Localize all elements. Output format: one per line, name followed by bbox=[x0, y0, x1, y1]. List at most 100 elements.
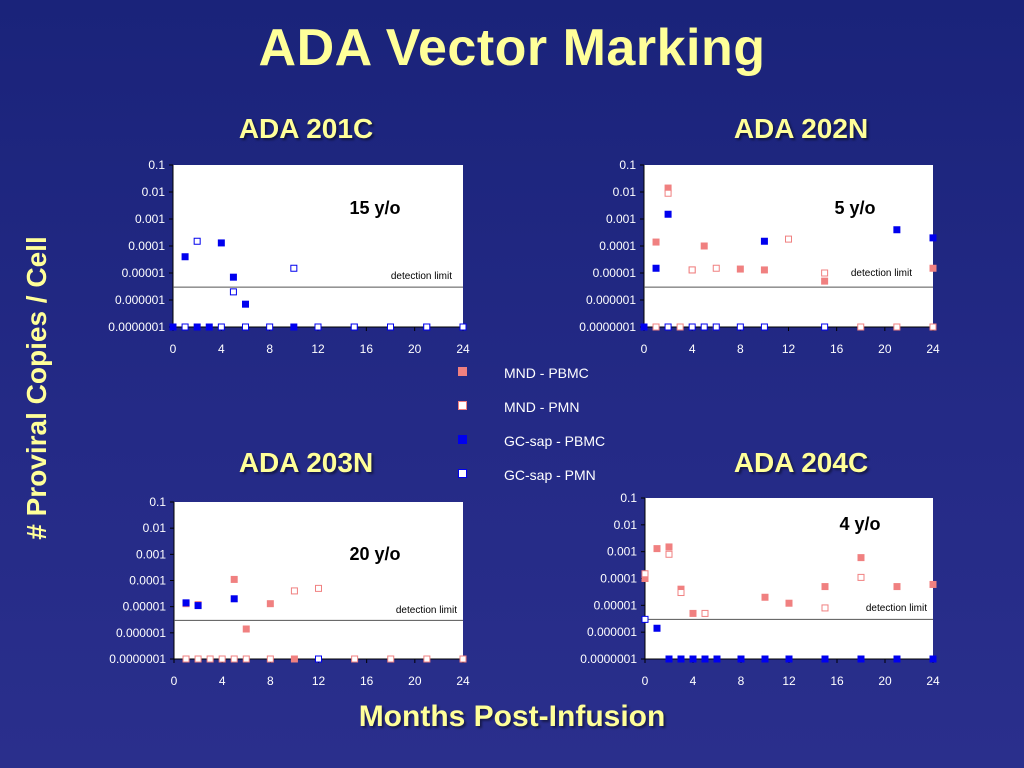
data-point bbox=[689, 609, 697, 617]
data-point bbox=[712, 264, 720, 272]
y-tick-label: 0.01 bbox=[142, 185, 166, 199]
data-point bbox=[423, 655, 431, 663]
legend-marker-gc-sap-pmn bbox=[458, 469, 467, 478]
x-tick-label: 8 bbox=[737, 342, 744, 356]
x-tick-label: 8 bbox=[267, 674, 274, 688]
data-point bbox=[785, 655, 793, 663]
data-point bbox=[351, 655, 359, 663]
data-point bbox=[785, 599, 793, 607]
y-tick-label: 0.001 bbox=[135, 212, 165, 226]
data-point bbox=[857, 554, 865, 562]
data-point bbox=[266, 655, 274, 663]
data-point bbox=[242, 655, 250, 663]
x-tick-label: 24 bbox=[456, 342, 470, 356]
x-tick-label: 0 bbox=[171, 674, 178, 688]
y-tick-label: 0.0001 bbox=[600, 572, 637, 586]
data-point bbox=[181, 253, 189, 261]
x-tick-label: 20 bbox=[878, 342, 892, 356]
data-point bbox=[700, 323, 708, 331]
data-point bbox=[206, 655, 214, 663]
legend-label: GC-sap - PBMC bbox=[504, 433, 606, 449]
data-point bbox=[821, 655, 829, 663]
data-point bbox=[182, 599, 190, 607]
data-point bbox=[217, 323, 225, 331]
data-point bbox=[230, 575, 238, 583]
data-point bbox=[423, 323, 431, 331]
data-point bbox=[315, 655, 322, 663]
data-point bbox=[701, 609, 709, 617]
data-point bbox=[229, 273, 237, 281]
detection-limit-label: detection limit bbox=[396, 605, 457, 616]
data-point bbox=[664, 184, 672, 192]
data-point bbox=[785, 235, 792, 243]
detection-limit-label: detection limit bbox=[391, 271, 452, 282]
data-point bbox=[821, 583, 829, 591]
y-tick-label: 0.1 bbox=[619, 158, 636, 172]
data-point bbox=[760, 323, 768, 331]
data-point bbox=[290, 587, 298, 595]
data-point bbox=[266, 323, 274, 331]
plot-area bbox=[174, 502, 463, 659]
data-point bbox=[688, 266, 696, 274]
data-point bbox=[230, 595, 238, 603]
y-tick-label: 0.0000001 bbox=[108, 320, 165, 334]
y-tick-label: 0.01 bbox=[614, 518, 638, 532]
data-point bbox=[857, 323, 865, 331]
data-point bbox=[653, 545, 661, 553]
data-point bbox=[761, 655, 769, 663]
x-tick-label: 16 bbox=[360, 342, 374, 356]
data-point bbox=[290, 264, 298, 272]
age-annotation: 20 y/o bbox=[349, 544, 400, 564]
legend-item-gc-sap-pbmc: GC-sap - PBMC bbox=[455, 430, 655, 452]
data-point bbox=[182, 655, 190, 663]
data-point bbox=[893, 655, 901, 663]
y-tick-label: 0.00001 bbox=[593, 266, 637, 280]
y-tick-label: 0.000001 bbox=[116, 626, 166, 640]
x-tick-label: 20 bbox=[408, 674, 422, 688]
y-tick-label: 0.0001 bbox=[129, 574, 166, 588]
data-point bbox=[350, 323, 358, 331]
data-point bbox=[664, 210, 672, 218]
x-tick-label: 4 bbox=[219, 674, 226, 688]
data-point bbox=[665, 655, 673, 663]
chart-title-204c: ADA 204C bbox=[733, 447, 869, 478]
data-point bbox=[893, 226, 901, 234]
data-point bbox=[664, 189, 672, 197]
legend-item-gc-sap-pmn: GC-sap - PMN bbox=[455, 464, 655, 486]
data-point bbox=[665, 543, 673, 551]
y-tick-label: 0.000001 bbox=[115, 293, 165, 307]
y-tick-label: 0.001 bbox=[606, 212, 636, 226]
y-tick-label: 0.1 bbox=[620, 491, 637, 505]
data-point bbox=[218, 655, 226, 663]
data-point bbox=[194, 602, 202, 610]
y-tick-label: 0.01 bbox=[143, 521, 167, 535]
data-point bbox=[736, 265, 744, 273]
plot-area bbox=[644, 165, 933, 327]
data-point bbox=[821, 323, 829, 331]
data-point bbox=[700, 242, 708, 250]
x-tick-label: 12 bbox=[782, 342, 796, 356]
chart-title-201c: ADA 201C bbox=[238, 113, 374, 144]
data-point bbox=[760, 266, 768, 274]
data-point bbox=[640, 323, 648, 331]
y-tick-label: 0.0001 bbox=[599, 239, 636, 253]
data-point bbox=[242, 625, 250, 633]
data-point bbox=[205, 323, 213, 331]
legend-label: MND - PMN bbox=[504, 399, 580, 415]
data-point bbox=[821, 269, 829, 277]
data-point bbox=[689, 655, 697, 663]
x-tick-label: 0 bbox=[170, 342, 177, 356]
data-point bbox=[290, 655, 298, 663]
data-point bbox=[387, 655, 395, 663]
y-tick-label: 0.0000001 bbox=[579, 320, 636, 334]
data-point bbox=[387, 323, 394, 331]
data-point bbox=[653, 624, 661, 632]
y-tick-label: 0.0001 bbox=[128, 239, 165, 253]
data-point bbox=[652, 323, 660, 331]
data-point bbox=[929, 580, 937, 588]
detection-limit-label: detection limit bbox=[851, 268, 912, 279]
data-point bbox=[713, 655, 721, 663]
